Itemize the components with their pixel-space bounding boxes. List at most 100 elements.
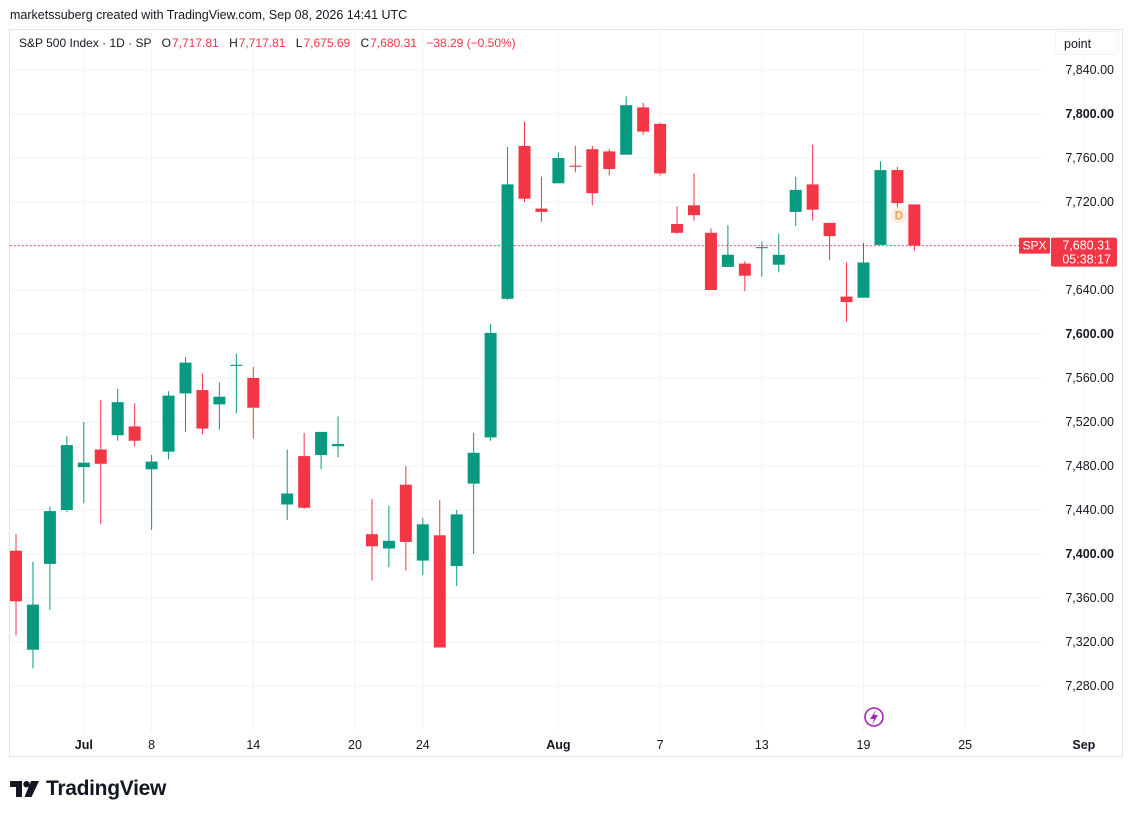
candle-body — [738, 263, 751, 276]
last-price-tag-bg — [1051, 237, 1117, 267]
ticker-tag-bg — [1019, 237, 1050, 254]
candle-down[interactable] — [908, 204, 921, 251]
candle-body — [772, 254, 785, 265]
candle-down[interactable] — [569, 145, 582, 173]
y-tick-label: 7,520.00 — [1065, 415, 1114, 429]
legend-close-label: C — [360, 36, 370, 50]
event-marker-bg — [891, 207, 907, 223]
chart-frame — [9, 29, 1123, 757]
candle-body — [94, 449, 107, 464]
candle-up[interactable] — [772, 233, 785, 273]
candle-down[interactable] — [704, 228, 717, 290]
candle-up[interactable] — [382, 505, 395, 568]
candle-up[interactable] — [281, 449, 294, 520]
y-tick-label: 7,560.00 — [1065, 371, 1114, 385]
y-tick-label: 7,400.00 — [1065, 547, 1114, 561]
candle-up[interactable] — [857, 242, 870, 298]
candle-body — [365, 534, 378, 547]
candle-up[interactable] — [484, 324, 497, 441]
candle-body — [721, 254, 734, 267]
candle-down[interactable] — [688, 173, 700, 221]
candle-up[interactable] — [467, 433, 480, 554]
candle-down[interactable] — [535, 176, 548, 222]
candle-body — [298, 456, 311, 508]
candle-up[interactable] — [213, 382, 226, 430]
candle-up[interactable] — [416, 517, 429, 575]
ticker-tag-label: SPX — [1022, 239, 1046, 253]
candle-up[interactable] — [315, 431, 328, 470]
candle-up[interactable] — [145, 455, 158, 530]
lightning-icon-bolt — [870, 710, 878, 725]
legend-high-label: H — [229, 36, 238, 50]
candle-down[interactable] — [603, 149, 616, 176]
candle-up[interactable] — [874, 161, 887, 245]
candle-up[interactable] — [552, 152, 565, 184]
candle-down[interactable] — [738, 261, 751, 292]
tradingview-logo[interactable]: TradingView — [10, 777, 166, 801]
candle-up[interactable] — [77, 422, 90, 504]
candle-down[interactable] — [586, 145, 599, 206]
price-unit-selector[interactable]: point — [1055, 31, 1119, 55]
x-tick-label: Aug — [546, 738, 570, 752]
y-tick-label: 7,360.00 — [1065, 591, 1114, 605]
candle-down[interactable] — [94, 400, 107, 525]
candle-up[interactable] — [620, 96, 633, 155]
legend-symbol: S&P 500 Index · 1D · SP — [19, 36, 152, 50]
candle-up[interactable] — [60, 436, 73, 513]
candle-body — [874, 170, 887, 245]
y-tick-label: 7,800.00 — [1065, 107, 1114, 121]
candle-down[interactable] — [637, 103, 650, 135]
candle-body — [26, 604, 39, 650]
candle-up[interactable] — [230, 353, 243, 414]
candle-down[interactable] — [298, 433, 311, 509]
candle-body — [145, 461, 158, 470]
candle-up[interactable] — [501, 147, 514, 300]
candle-down[interactable] — [654, 122, 667, 176]
candle-up[interactable] — [111, 389, 124, 441]
candle-up[interactable] — [26, 561, 39, 669]
candle-body — [806, 184, 819, 210]
candle-up[interactable] — [162, 391, 175, 460]
candle-up[interactable] — [789, 176, 802, 227]
legend-low-value: 7,675.69 — [303, 36, 351, 50]
legend-open-label: O — [161, 36, 171, 50]
candle-body — [43, 511, 56, 564]
candle-body — [230, 364, 243, 366]
ohlc-legend: S&P 500 Index · 1D · SP O7,717.81 H7,717… — [19, 36, 516, 50]
legend-high-value: 7,717.81 — [238, 36, 286, 50]
y-tick-label: 7,480.00 — [1065, 459, 1114, 473]
candle-down[interactable] — [518, 121, 531, 202]
candle-body — [128, 426, 141, 441]
candle-down[interactable] — [128, 403, 141, 447]
event-marker-label: D — [895, 209, 904, 223]
candle-down[interactable] — [10, 534, 22, 636]
candle-up[interactable] — [721, 225, 734, 267]
candle-up[interactable] — [755, 241, 768, 277]
candle-down[interactable] — [399, 466, 412, 571]
candle-up[interactable] — [43, 506, 56, 611]
candle-down[interactable] — [433, 500, 446, 648]
candle-down[interactable] — [671, 206, 684, 234]
x-tick-label: 24 — [416, 738, 430, 752]
x-tick-label: 8 — [148, 738, 155, 752]
candle-down[interactable] — [823, 222, 836, 261]
event-marker[interactable]: D — [891, 207, 907, 223]
candle-up[interactable] — [179, 357, 192, 432]
legend-open-value: 7,717.81 — [172, 36, 219, 50]
candle-down[interactable] — [247, 367, 260, 439]
candle-body — [247, 378, 260, 408]
candle-down[interactable] — [196, 373, 209, 435]
candle-body — [569, 165, 582, 167]
y-tick-label: 7,600.00 — [1065, 327, 1114, 341]
candle-down[interactable] — [806, 144, 819, 221]
candle-up[interactable] — [332, 416, 345, 458]
candle-body — [671, 224, 684, 233]
candle-down[interactable] — [840, 262, 853, 322]
lightning-icon[interactable] — [864, 707, 884, 727]
y-tick-label: 7,720.00 — [1065, 195, 1114, 209]
candle-up[interactable] — [450, 510, 463, 586]
candle-body — [620, 105, 633, 155]
candle-down[interactable] — [891, 166, 904, 216]
candle-down[interactable] — [365, 499, 378, 581]
